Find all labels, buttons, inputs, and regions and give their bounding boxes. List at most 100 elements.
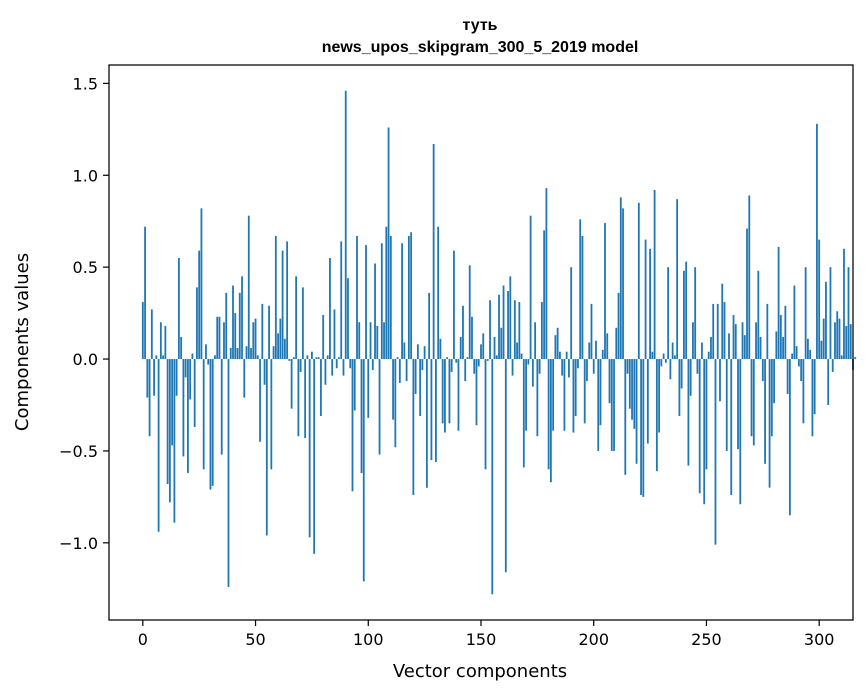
bar — [362, 359, 365, 582]
x-tick-label: 200 — [578, 630, 609, 649]
bar — [439, 338, 442, 360]
bar — [150, 309, 153, 360]
bar — [827, 359, 830, 405]
bar — [836, 311, 839, 360]
bar — [376, 325, 379, 360]
bar — [441, 359, 444, 424]
bar — [820, 340, 823, 360]
bar — [394, 359, 397, 448]
bar — [241, 276, 243, 360]
bar — [604, 223, 606, 360]
bar — [671, 342, 674, 360]
bar — [477, 359, 480, 367]
bar — [606, 333, 609, 360]
x-tick-label: 50 — [245, 630, 265, 649]
bar — [779, 314, 782, 360]
bar — [491, 359, 494, 595]
bar — [437, 226, 440, 360]
bar — [768, 359, 771, 488]
bar — [622, 208, 624, 360]
bar — [538, 359, 541, 374]
bar — [279, 318, 282, 360]
bar — [739, 359, 742, 505]
bar — [628, 359, 631, 409]
bar — [419, 359, 422, 417]
bar — [635, 359, 638, 464]
bar — [545, 188, 548, 360]
bar — [225, 292, 228, 360]
bar — [459, 336, 462, 360]
bar — [716, 303, 719, 360]
bar — [223, 322, 225, 360]
bar — [646, 359, 649, 444]
bar — [216, 316, 219, 360]
bar — [746, 228, 748, 360]
bar — [177, 257, 180, 360]
bar — [290, 359, 293, 409]
bar — [428, 292, 431, 360]
bar — [561, 359, 564, 376]
bar — [480, 344, 482, 360]
y-tick-label: −1.0 — [59, 534, 98, 553]
bar — [800, 359, 803, 382]
x-tick-label: 150 — [466, 630, 497, 649]
bar — [534, 322, 537, 360]
bar — [374, 263, 376, 360]
bar — [617, 292, 620, 360]
bar — [838, 318, 841, 360]
bar — [644, 239, 647, 360]
bar — [556, 327, 559, 360]
bar — [211, 359, 214, 486]
bar — [270, 359, 273, 470]
bar — [527, 359, 530, 365]
bar — [320, 359, 322, 417]
bar — [410, 232, 413, 360]
bar — [701, 342, 703, 360]
bar — [511, 359, 514, 376]
bar — [425, 359, 428, 488]
bar — [356, 235, 358, 360]
bar — [660, 359, 663, 367]
bar — [626, 359, 629, 374]
bar — [448, 359, 451, 424]
bar — [678, 359, 681, 417]
bar — [797, 359, 800, 367]
bar — [775, 331, 778, 360]
x-axis-ticks: 0 50 100 150 200 250 300 — [138, 620, 834, 649]
bar — [766, 303, 769, 360]
bar — [696, 359, 699, 374]
bar — [518, 302, 521, 360]
bar — [283, 338, 286, 360]
bar — [414, 359, 417, 394]
bar — [338, 357, 340, 360]
y-tick-label: 1.0 — [73, 166, 98, 185]
bars-group — [141, 90, 857, 595]
bar — [344, 90, 347, 360]
y-tick-label: 0.5 — [73, 258, 98, 277]
bar — [184, 359, 187, 378]
bar — [430, 359, 433, 461]
bar — [405, 359, 408, 382]
bar — [218, 316, 221, 360]
bar — [712, 303, 715, 360]
bar — [854, 357, 857, 360]
bar — [750, 359, 753, 437]
bar — [705, 359, 708, 470]
bar — [202, 359, 205, 470]
chart-title-line-2: news_upos_skipgram_300_5_2019 model — [322, 39, 639, 56]
bar — [610, 359, 613, 451]
bar — [464, 359, 467, 382]
bar — [728, 333, 730, 360]
bar — [380, 243, 383, 360]
bar — [148, 359, 151, 437]
bar — [572, 359, 575, 433]
bar — [191, 353, 194, 360]
bar — [615, 327, 618, 360]
bar — [714, 359, 717, 545]
bar — [484, 359, 487, 470]
bar — [804, 267, 807, 360]
bar — [157, 359, 160, 532]
bar — [520, 353, 523, 360]
bar — [529, 215, 532, 360]
